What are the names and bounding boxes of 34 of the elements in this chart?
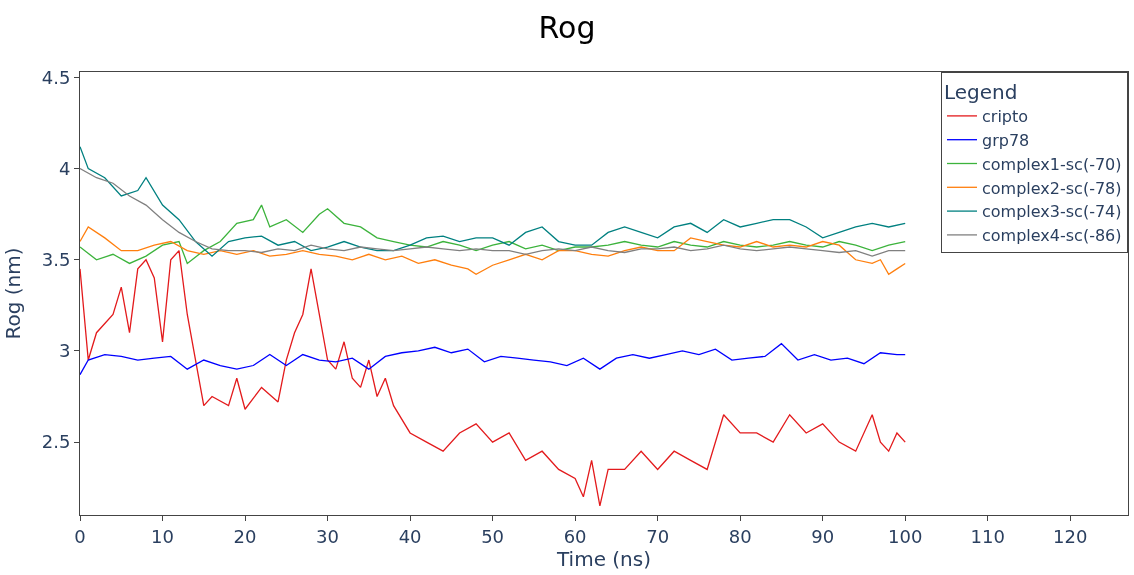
- y-tick-label: 3.5: [41, 249, 71, 271]
- x-tick-label: 90: [811, 525, 835, 547]
- line-series: [80, 226, 906, 276]
- x-tick-label: 50: [481, 525, 505, 547]
- line-series: [80, 204, 906, 265]
- y-axis-title: Rog (nm): [1, 247, 26, 340]
- line-series: [80, 250, 906, 507]
- legend-label: complex2-sc(-78): [982, 178, 1122, 198]
- y-tick-label: 4: [58, 157, 71, 179]
- x-tick-label: 20: [233, 525, 257, 547]
- legend-label: complex3-sc(-74): [982, 202, 1122, 222]
- x-tick-label: 0: [74, 525, 86, 547]
- y-tick-label: 2.5: [41, 431, 71, 453]
- x-tick-label: 10: [151, 525, 174, 547]
- legend-title: Legend: [944, 80, 1018, 104]
- x-tick-label: 120: [1053, 525, 1088, 547]
- chart-title: Rog: [538, 10, 596, 46]
- line-series: [80, 146, 906, 257]
- x-tick-label: 40: [398, 525, 422, 547]
- x-tick-label: 100: [888, 525, 923, 547]
- legend-label: grp78: [982, 130, 1030, 150]
- line-series: [80, 167, 906, 257]
- x-tick-label: 70: [646, 525, 670, 547]
- legend-label: complex4-sc(-86): [982, 226, 1122, 246]
- x-axis-title: Time (ns): [555, 546, 652, 571]
- y-tick-label: 4.5: [41, 66, 71, 88]
- legend-label: complex1-sc(-70): [982, 154, 1122, 174]
- x-tick-label: 60: [563, 525, 587, 547]
- y-tick-label: 3: [58, 340, 71, 362]
- x-tick-label: 30: [316, 525, 340, 547]
- x-tick-label: 110: [970, 525, 1005, 547]
- x-tick-label: 80: [728, 525, 752, 547]
- line-series: [80, 342, 906, 376]
- legend-label: cripto: [982, 107, 1029, 127]
